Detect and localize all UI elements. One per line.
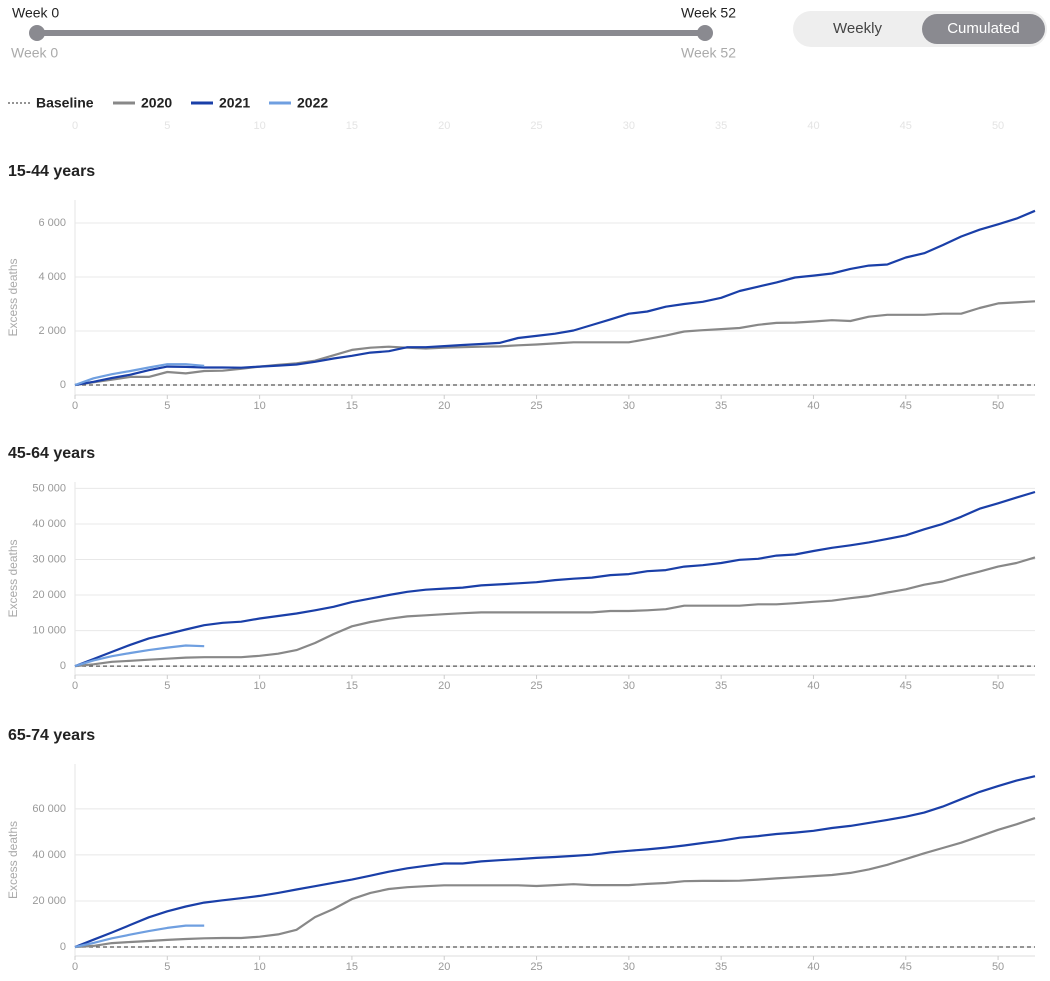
- x-tick-label: 25: [530, 961, 542, 973]
- x-tick-label: 10: [253, 961, 265, 973]
- x-tick-label: 0: [72, 961, 78, 973]
- sticky-x-tick-label: 40: [807, 120, 819, 132]
- y-tick-label: 40 000: [32, 849, 66, 861]
- y-tick-label: 60 000: [32, 803, 66, 815]
- legend-label: 2022: [297, 95, 328, 111]
- toggle-option[interactable]: Weekly: [833, 20, 882, 37]
- y-tick-label: 50 000: [32, 482, 66, 494]
- sticky-x-tick-label: 10: [253, 120, 265, 132]
- toggle-option[interactable]: Cumulated: [947, 20, 1020, 37]
- y-tick-label: 2 000: [38, 325, 66, 337]
- x-tick-label: 50: [992, 400, 1004, 412]
- y-tick-label: 4 000: [38, 271, 66, 283]
- sticky-x-tick-label: 0: [72, 120, 78, 132]
- x-tick-label: 35: [715, 961, 727, 973]
- x-tick-label: 15: [346, 400, 358, 412]
- x-tick-label: 20: [438, 680, 450, 692]
- series-line: [74, 556, 1036, 668]
- legend-label: 2020: [141, 95, 172, 111]
- x-tick-label: 50: [992, 680, 1004, 692]
- x-tick-label: 45: [900, 680, 912, 692]
- chart-title: 15-44 years: [8, 163, 95, 180]
- slider-start-label: Week 0: [12, 5, 59, 21]
- slider-end-label: Week 52: [681, 5, 736, 21]
- x-tick-label: 45: [900, 961, 912, 973]
- x-tick-label: 45: [900, 400, 912, 412]
- sticky-x-tick-label: 50: [992, 120, 1004, 132]
- x-tick-label: 25: [530, 680, 542, 692]
- x-tick-label: 5: [164, 961, 170, 973]
- toggle-active-pill: [922, 14, 1045, 44]
- sticky-x-tick-label: 35: [715, 120, 727, 132]
- sticky-x-tick-label: 25: [530, 120, 542, 132]
- x-tick-label: 40: [807, 400, 819, 412]
- x-tick-label: 5: [164, 680, 170, 692]
- x-tick-label: 20: [438, 400, 450, 412]
- legend-label: 2021: [219, 95, 250, 111]
- x-tick-label: 50: [992, 961, 1004, 973]
- y-tick-label: 10 000: [32, 624, 66, 636]
- series-line: [74, 209, 1036, 387]
- slider-handle-end[interactable]: [697, 25, 713, 41]
- sticky-x-tick-label: 15: [346, 120, 358, 132]
- x-tick-label: 5: [164, 400, 170, 412]
- y-tick-label: 20 000: [32, 895, 66, 907]
- x-tick-label: 30: [623, 680, 635, 692]
- series-line: [74, 490, 1036, 668]
- chart-title: 65-74 years: [8, 727, 95, 744]
- x-tick-label: 15: [346, 680, 358, 692]
- legend-label: Baseline: [36, 95, 94, 111]
- sticky-x-tick-label: 5: [164, 120, 170, 132]
- y-tick-label: 0: [60, 941, 66, 953]
- slider-max-label: Week 52: [681, 45, 736, 61]
- y-tick-label: 40 000: [32, 518, 66, 530]
- x-tick-label: 35: [715, 680, 727, 692]
- y-axis-label: Excess deaths: [6, 821, 20, 899]
- y-tick-label: 6 000: [38, 217, 66, 229]
- sticky-x-tick-label: 45: [900, 120, 912, 132]
- slider-handle-start[interactable]: [29, 25, 45, 41]
- chart-title: 45-64 years: [8, 445, 95, 462]
- series-line: [74, 363, 205, 387]
- x-tick-label: 40: [807, 680, 819, 692]
- x-tick-label: 15: [346, 961, 358, 973]
- slider-min-label: Week 0: [11, 45, 58, 61]
- x-tick-label: 40: [807, 961, 819, 973]
- x-tick-label: 35: [715, 400, 727, 412]
- y-tick-label: 0: [60, 379, 66, 391]
- y-tick-label: 30 000: [32, 553, 66, 565]
- y-axis-label: Excess deaths: [6, 539, 20, 617]
- x-tick-label: 25: [530, 400, 542, 412]
- y-axis-label: Excess deaths: [6, 258, 20, 336]
- x-tick-label: 30: [623, 400, 635, 412]
- series-line: [74, 300, 1036, 387]
- y-tick-label: 0: [60, 660, 66, 672]
- x-tick-label: 10: [253, 400, 265, 412]
- x-tick-label: 0: [72, 400, 78, 412]
- x-tick-label: 30: [623, 961, 635, 973]
- y-tick-label: 20 000: [32, 589, 66, 601]
- series-line: [74, 775, 1036, 949]
- sticky-x-tick-label: 20: [438, 120, 450, 132]
- series-line: [74, 644, 205, 668]
- x-tick-label: 0: [72, 680, 78, 692]
- x-tick-label: 10: [253, 680, 265, 692]
- sticky-x-tick-label: 30: [623, 120, 635, 132]
- series-line: [74, 924, 205, 949]
- x-tick-label: 20: [438, 961, 450, 973]
- series-line: [74, 817, 1036, 949]
